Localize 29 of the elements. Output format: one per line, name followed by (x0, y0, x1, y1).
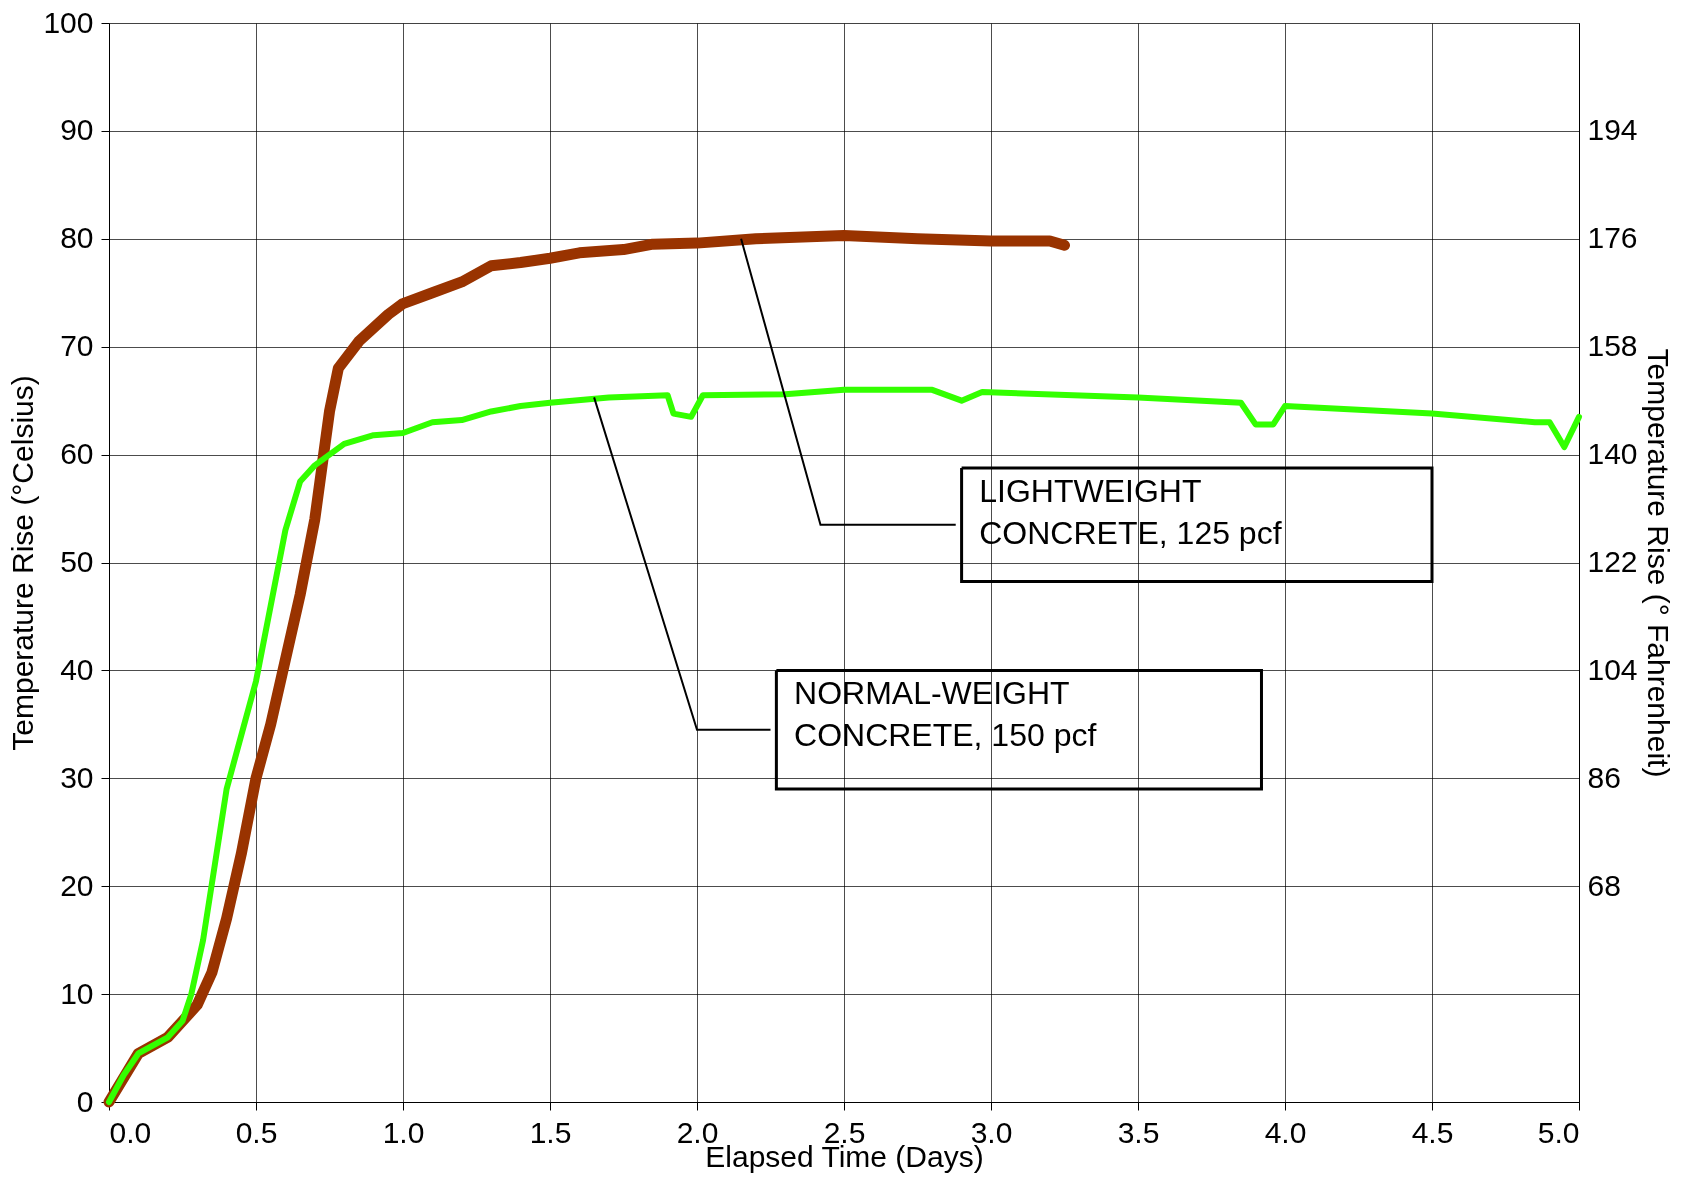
y2-tick-label: 86 (1587, 760, 1621, 794)
y2-tick-label: 176 (1587, 221, 1638, 255)
y-tick-label: 0 (76, 1084, 94, 1118)
y-tick-label: 30 (60, 760, 94, 794)
y-tick-label: 70 (60, 329, 94, 363)
x-tick-label: 4.5 (1411, 1115, 1454, 1149)
x-tick-label: 4.0 (1264, 1115, 1307, 1149)
y2-tick-label: 194 (1587, 113, 1638, 147)
x-tick-label: 3.5 (1117, 1115, 1160, 1149)
y2-tick-label: 122 (1587, 545, 1638, 578)
x-tick-label: 1.5 (529, 1115, 572, 1149)
y2-tick-label: 140 (1587, 437, 1638, 471)
y2-tick-label: 104 (1587, 652, 1638, 686)
y2-axis-title: Temperature Rise (° Fahrenheit) (1641, 348, 1675, 778)
y-tick-label: 50 (60, 545, 94, 578)
y-tick-label: 60 (60, 437, 94, 471)
y-tick-label: 100 (43, 5, 94, 39)
x-tick-label: 5.0 (1537, 1115, 1580, 1149)
x-tick-label: 0.0 (109, 1115, 152, 1149)
y-tick-label: 40 (60, 652, 94, 686)
y-axis-title: Temperature Rise (°Celsius) (6, 375, 40, 751)
y-tick-label: 80 (60, 221, 94, 255)
y-tick-label: 90 (60, 113, 94, 147)
y2-tick-label: 68 (1587, 868, 1621, 902)
y-tick-label: 10 (60, 976, 94, 1010)
x-tick-label: 0.5 (235, 1115, 278, 1149)
x-tick-label: 1.0 (382, 1115, 425, 1149)
y2-tick-label: 158 (1587, 329, 1638, 363)
y-tick-label: 20 (60, 868, 94, 902)
